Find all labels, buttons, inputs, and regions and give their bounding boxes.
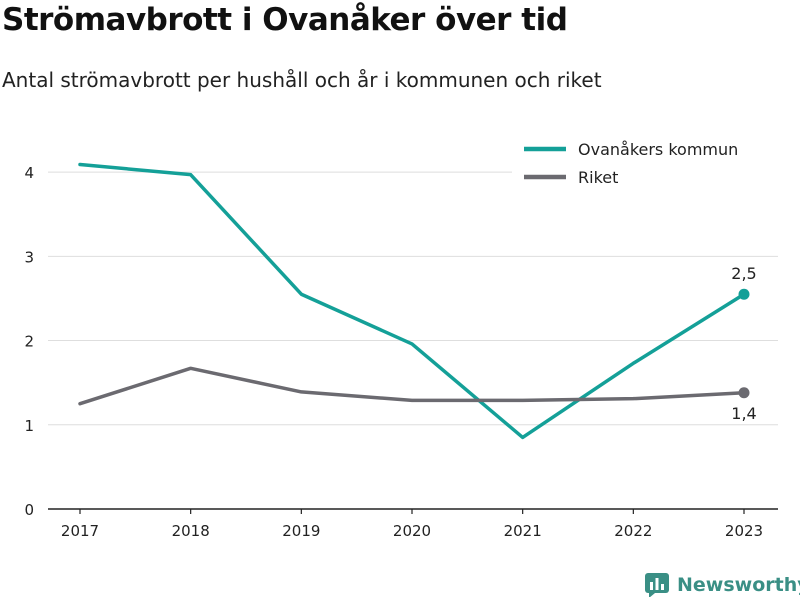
chart-subtitle: Antal strömavbrott per hushåll och år i … (2, 68, 602, 92)
series-line (78, 162, 746, 440)
legend: Ovanåkers kommun Riket (512, 133, 780, 191)
x-tick-label: 2017 (61, 522, 99, 540)
x-tick-label: 2019 (282, 522, 320, 540)
axes: 0 1 2 3 4 2017 2018 2019 2020 2021 2022 2023 (24, 164, 778, 540)
x-tick-label: 2022 (614, 522, 652, 540)
brand-name: Newsworthy (677, 574, 800, 596)
chart-title: Strömavbrott i Ovanåker över tid (2, 2, 568, 38)
x-tick-label: 2021 (504, 522, 542, 540)
newsworthy-brand: Newsworthy (645, 570, 800, 600)
y-tick-label: 2 (24, 333, 34, 351)
y-tick-label: 1 (24, 417, 34, 435)
y-tick-label: 4 (24, 164, 34, 182)
legend-label: Ovanåkers kommun (578, 140, 738, 159)
y-tick-label: 3 (24, 248, 34, 266)
series-line (78, 366, 746, 406)
gridlines (48, 171, 778, 426)
legend-background (512, 133, 780, 191)
legend-label: Riket (578, 168, 618, 187)
end-point-marker (738, 288, 750, 300)
y-tick-label: 0 (24, 501, 34, 519)
data-label: 2,5 (731, 264, 756, 283)
data-label: 1,4 (731, 404, 756, 423)
x-tick-label: 2023 (725, 522, 763, 540)
series-lines: 2,5 1,4 (78, 162, 757, 440)
end-point-marker (738, 387, 750, 399)
x-tick-label: 2018 (172, 522, 210, 540)
newsworthy-logo-icon (645, 573, 669, 597)
x-tick-label: 2020 (393, 522, 431, 540)
